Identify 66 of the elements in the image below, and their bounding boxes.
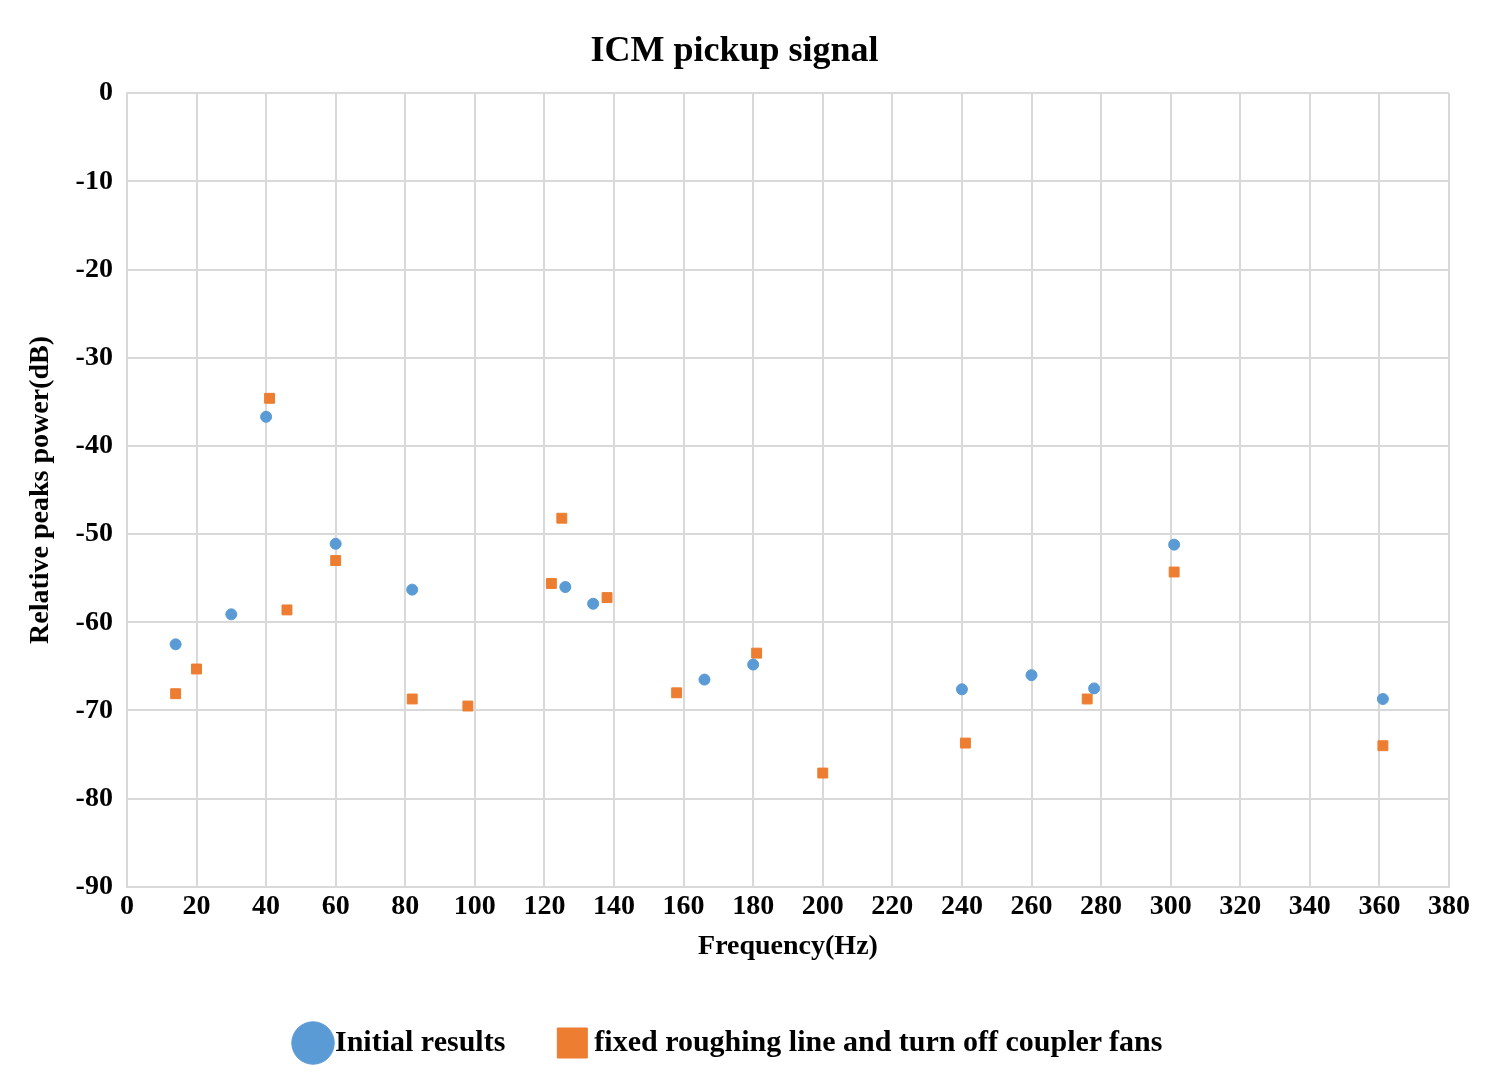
x-tick-label: 280 [1080,888,1123,920]
point [406,583,419,596]
point [671,687,683,699]
x-tick-label: 120 [523,888,566,920]
point [225,608,238,621]
point [281,604,293,616]
legend-label: fixed roughing line and turn off coupler fans [594,1023,1163,1057]
x-tick-label: 340 [1288,888,1331,920]
point [1088,682,1101,695]
x-tick-label: 180 [732,888,775,920]
point [1168,566,1180,578]
x-tick-label: 60 [321,888,350,920]
x-tick-label: 140 [593,888,635,920]
point [545,578,557,589]
point [1168,538,1181,551]
x-tick-label: 320 [1219,888,1262,920]
point [1025,669,1038,682]
x-tick-label: 220 [871,888,914,920]
y-tick-label: -50 [75,516,113,548]
x-tick-label: 160 [662,888,705,920]
point [751,647,763,659]
point [1376,692,1389,705]
y-tick-label: -70 [75,692,113,724]
x-tick-label: 80 [391,888,420,920]
y-tick-label: -60 [75,604,113,636]
x-tick-label: 100 [453,888,496,920]
point [1377,740,1389,752]
point [170,688,182,700]
x-tick-label: 300 [1149,888,1192,920]
point [747,658,760,671]
y-tick-label: -40 [75,428,113,460]
x-axis-title: Frequency(Hz) [698,929,878,961]
point [264,392,276,404]
point [698,673,711,686]
y-tick-label: -30 [75,339,113,371]
point [556,512,568,524]
point [260,410,273,423]
point [406,693,418,705]
x-tick-label: 40 [252,888,281,920]
point [1081,693,1093,705]
point [169,638,182,651]
y-tick-label: -20 [75,251,113,283]
point [587,597,600,610]
legend-label: Initial results [335,1023,506,1057]
point [330,555,342,566]
point [601,592,613,604]
point [959,737,971,749]
point [817,767,829,779]
y-tick-label: 0 [98,75,113,107]
y-axis-title: Relative peaks power(dB) [23,336,55,644]
y-tick-label: -90 [75,869,113,901]
x-tick-label: 380 [1428,888,1470,920]
x-tick-label: 20 [182,888,211,920]
x-tick-label: 200 [801,888,844,920]
point [462,700,474,712]
x-tick-label: 240 [940,888,983,920]
y-tick-label: -80 [75,780,113,812]
point [559,581,572,593]
x-tick-label: 0 [119,888,134,920]
y-tick-label: -10 [75,163,113,195]
x-tick-label: 260 [1010,888,1053,920]
point [191,663,202,675]
chart-title: ICM pickup signal [590,28,879,69]
x-tick-label: 360 [1358,888,1401,920]
point [955,683,968,696]
point [329,537,342,550]
